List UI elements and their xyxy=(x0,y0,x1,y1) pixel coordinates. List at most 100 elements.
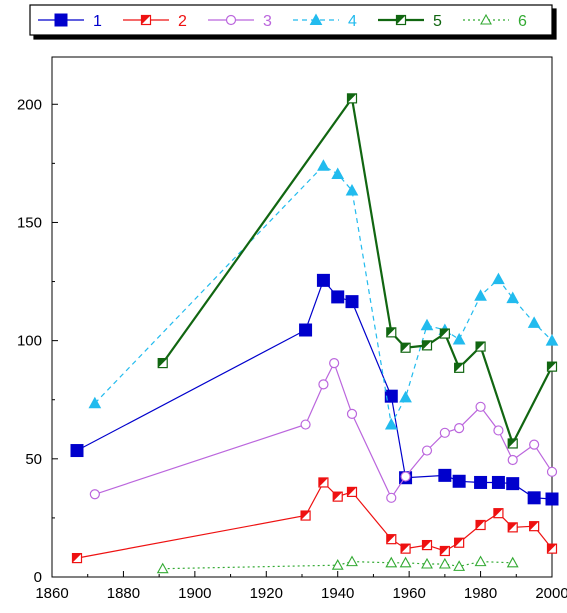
data-point-series-3 xyxy=(546,466,558,477)
plot-area: 1860 1880 1900 1920 1940 1960 1980 2000 0 50 100 1… xyxy=(17,56,567,602)
legend-marker xyxy=(140,14,152,26)
data-point-series-2 xyxy=(318,477,329,488)
legend-marker xyxy=(480,13,492,25)
data-point-series-6 xyxy=(346,555,358,567)
data-point-series-2 xyxy=(475,519,486,531)
data-point-series-1 xyxy=(474,475,488,489)
y-tick-label: 0 xyxy=(34,569,42,586)
data-point-series-1 xyxy=(331,290,345,304)
x-tick-label: 1900 xyxy=(178,585,211,602)
legend-item-1: 1 xyxy=(38,13,102,30)
x-tick-label: 1880 xyxy=(107,585,140,602)
data-point-series-4 xyxy=(420,318,434,331)
data-point-series-4 xyxy=(88,396,102,409)
data-point-series-3 xyxy=(300,419,311,430)
series-line-5 xyxy=(161,95,553,447)
legend-item-5: 5 xyxy=(378,13,442,30)
x-tick-label: 1980 xyxy=(464,585,497,602)
data-point-series-5 xyxy=(346,93,358,104)
data-point-series-1 xyxy=(384,389,398,403)
data-point-series-1 xyxy=(506,477,520,491)
data-point-series-1 xyxy=(452,474,466,488)
data-point-series-1 xyxy=(527,491,541,505)
legend-label: 6 xyxy=(518,13,527,30)
series-5 xyxy=(157,93,558,449)
data-point-series-5 xyxy=(157,357,168,369)
x-tick-label: 2000 xyxy=(535,585,567,602)
data-point-series-6 xyxy=(331,559,344,570)
x-axis: 1860 1880 1900 1920 1940 1960 1980 2000 xyxy=(35,571,567,602)
x-tick-label: 1960 xyxy=(392,585,425,602)
data-point-series-2 xyxy=(546,543,558,554)
data-point-series-6 xyxy=(421,557,433,569)
legend-label: 5 xyxy=(433,13,442,30)
series-4 xyxy=(88,159,559,430)
data-point-series-6 xyxy=(506,556,519,568)
data-point-series-3 xyxy=(529,439,540,450)
series-2 xyxy=(71,477,558,564)
legend-label: 3 xyxy=(263,13,272,30)
legend-label: 1 xyxy=(93,13,102,30)
data-point-series-5 xyxy=(454,362,465,373)
legend-item-4: 4 xyxy=(293,13,357,30)
data-point-series-1 xyxy=(491,475,505,489)
data-point-series-5 xyxy=(421,340,433,351)
data-point-series-4 xyxy=(331,167,345,179)
legend-marker xyxy=(54,13,68,27)
legend-item-2: 2 xyxy=(123,13,187,30)
data-point-series-2 xyxy=(529,521,540,532)
data-point-series-3 xyxy=(400,471,411,482)
data-point-series-4 xyxy=(527,316,541,328)
legend-label: 2 xyxy=(178,13,187,30)
x-tick-label: 1920 xyxy=(250,585,283,602)
data-point-series-2 xyxy=(400,543,411,554)
data-point-series-6 xyxy=(399,556,412,568)
y-tick-label: 100 xyxy=(17,333,42,350)
legend-marker xyxy=(309,13,323,25)
data-point-series-3 xyxy=(454,422,465,434)
data-point-series-3 xyxy=(329,357,340,369)
data-point-series-6 xyxy=(474,555,487,567)
data-point-series-4 xyxy=(452,332,466,345)
series-line-4 xyxy=(94,164,553,427)
data-point-series-4 xyxy=(345,184,359,196)
data-point-series-2 xyxy=(439,545,450,557)
data-point-series-4 xyxy=(474,289,487,301)
y-tick-label: 200 xyxy=(17,96,42,113)
plot-frame xyxy=(51,56,553,578)
series-layer xyxy=(70,93,559,574)
data-point-series-4 xyxy=(399,390,412,403)
data-point-series-4 xyxy=(545,334,559,346)
data-point-series-4 xyxy=(384,418,398,430)
data-point-series-2 xyxy=(386,534,397,545)
legend-item-6: 6 xyxy=(463,13,527,30)
legend-marker xyxy=(225,14,237,26)
data-point-series-3 xyxy=(346,408,358,420)
y-tick-label: 150 xyxy=(17,214,42,231)
data-point-series-2 xyxy=(421,539,433,551)
series-3 xyxy=(89,357,558,503)
x-tick-label: 1940 xyxy=(321,585,354,602)
data-point-series-1 xyxy=(316,273,330,287)
data-point-series-3 xyxy=(493,425,504,436)
data-point-series-5 xyxy=(546,361,558,372)
data-point-series-2 xyxy=(71,552,83,564)
data-point-series-6 xyxy=(438,557,451,569)
series-1 xyxy=(70,273,559,506)
data-point-series-5 xyxy=(439,328,450,339)
legend-item-3: 3 xyxy=(208,13,272,30)
data-point-series-3 xyxy=(386,492,397,503)
data-point-series-3 xyxy=(439,427,450,438)
data-point-series-2 xyxy=(493,508,504,519)
x-tick-label: 1860 xyxy=(35,585,68,602)
legend-marker xyxy=(395,14,407,26)
data-point-series-5 xyxy=(475,341,486,352)
data-point-series-5 xyxy=(507,438,518,449)
data-point-series-5 xyxy=(400,342,411,353)
data-point-series-2 xyxy=(454,537,465,548)
legend-label: 4 xyxy=(348,13,357,30)
y-tick-label: 50 xyxy=(25,451,42,468)
data-point-series-2 xyxy=(346,486,358,498)
data-point-series-3 xyxy=(421,445,433,456)
